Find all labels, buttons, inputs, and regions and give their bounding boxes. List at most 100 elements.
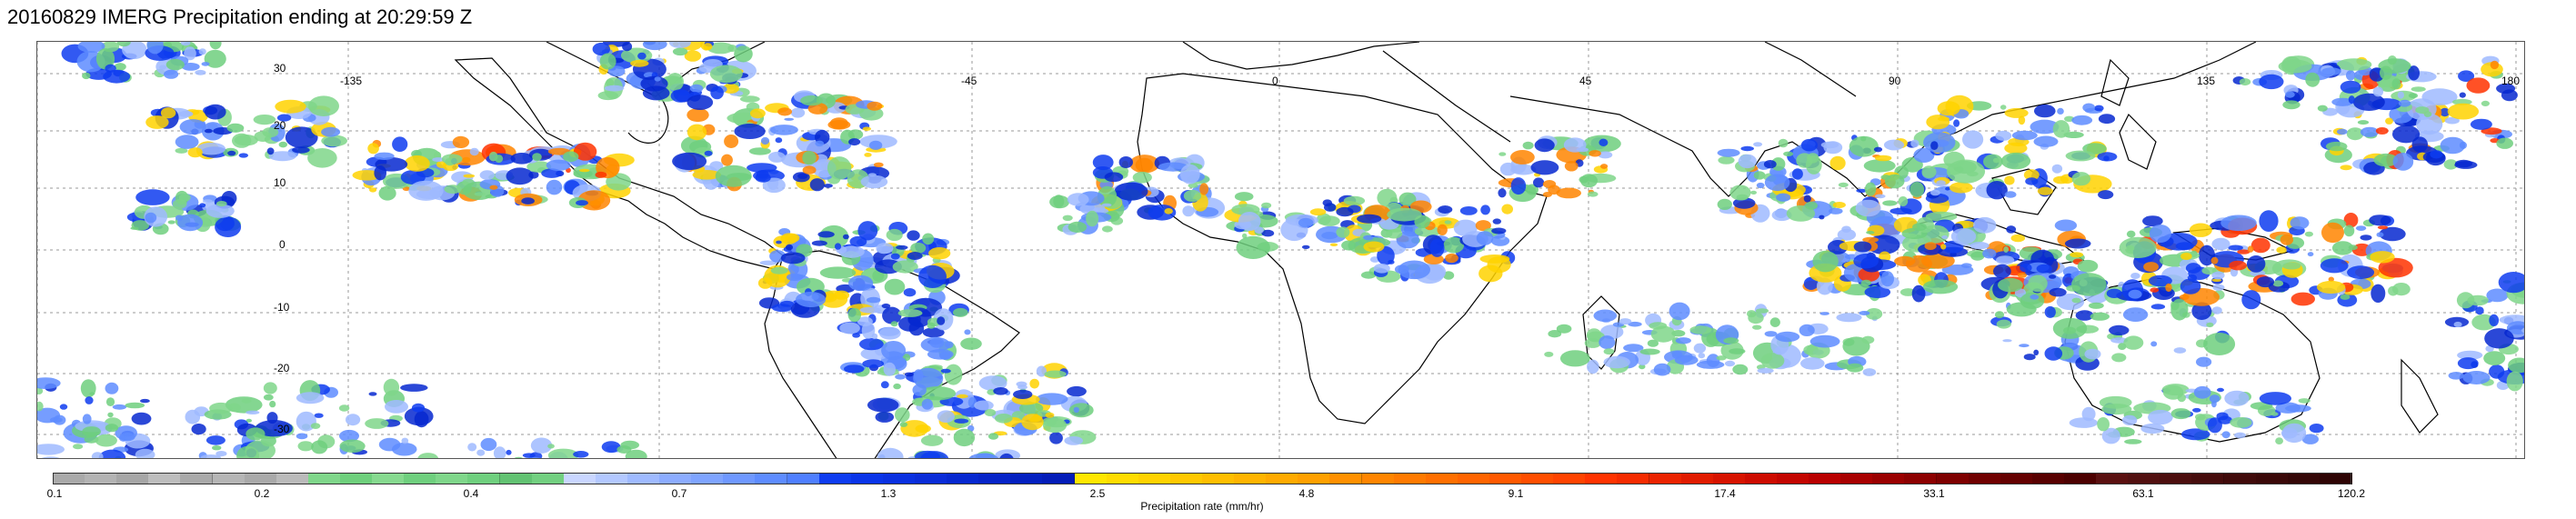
precip-cell [201,62,210,66]
precip-cell [1556,324,1572,334]
coast-philippines [2119,113,2157,170]
precip-cell [195,69,206,75]
precip-cell [2097,152,2118,162]
precip-cell [847,307,861,323]
precip-cell [1261,229,1275,237]
precip-cell [367,143,379,155]
precip-cell [1013,389,1033,399]
precip-cell [1819,215,1825,220]
precip-cell [1930,141,1939,150]
precip-cell [2034,104,2056,118]
precip-cell [780,252,806,264]
precip-cell [1183,189,1201,203]
precip-cell [2216,412,2229,421]
precip-cell [339,439,366,454]
precip-cell [920,434,944,446]
precip-cell [1387,207,1422,222]
precip-cell [823,184,833,188]
precip-cell [85,396,94,404]
precip-cell [1067,193,1089,206]
precip-cell [1104,172,1124,183]
precip-cell [530,437,553,454]
precip-cell [216,451,227,457]
precip-cell [200,454,222,458]
precip-cell [1838,182,1849,188]
precip-cell [2185,263,2201,274]
precip-cell [1559,350,1590,367]
coast-taiwan [2100,58,2130,106]
precip-cell [802,151,817,165]
precip-cell [2444,116,2460,125]
precip-cell [1021,414,1044,431]
precip-cell [105,424,119,433]
precip-cell [1732,364,1749,375]
precip-cell [884,278,906,295]
precip-cell [37,444,65,455]
precip-cell [839,322,860,334]
precip-cell [37,401,44,412]
precip-cell [1873,146,1883,153]
precip-cell [378,185,396,201]
precip-cell [495,155,504,164]
precip-cell [238,153,248,158]
precip-cell [198,48,206,55]
precip-cell [1836,313,1862,323]
precip-cell [307,148,337,168]
precip-cell [2203,333,2236,355]
precip-cell [80,379,96,398]
precip-cell [2377,225,2389,230]
precip-cell [2097,417,2110,432]
precip-cell [1062,215,1073,221]
precip-cell [2122,307,2149,322]
precip-cell [809,178,825,192]
precip-cell [995,414,1013,424]
precip-cell [404,155,430,172]
precip-cell [1775,331,1800,343]
precip-cell [895,407,910,423]
precip-cell [2004,191,2017,198]
precip-cell [848,274,874,292]
precip-cell [2378,257,2413,278]
precip-cell [2124,439,2142,444]
precip-cell [604,85,625,92]
precip-cell [1696,360,1725,369]
precip-cell [2111,353,2127,363]
precip-cell [1799,324,1815,336]
precip-cell [1599,138,1609,146]
precip-cell [175,135,199,149]
precip-cell [780,233,797,245]
precip-cell [241,398,252,404]
precip-cell [1936,180,1946,186]
precip-cell [867,397,899,413]
precip-cell [2408,65,2421,81]
precip-cell [1953,119,1960,127]
precip-cell [1619,318,1632,325]
precip-cell [1800,138,1818,152]
precip-cell [2466,77,2491,94]
precip-cell [796,292,827,307]
colorbar-tick-33-1: 33.1 [1923,487,1945,500]
precip-cell [790,107,806,118]
precip-cell [882,306,902,324]
precip-cell [2448,372,2464,380]
precip-cell [2259,210,2279,233]
precip-cell [2006,225,2017,234]
precip-cell [369,187,377,193]
precip-cell [620,47,653,64]
precip-cell [2010,234,2026,243]
precip-cell [1623,344,1644,353]
precip-cell [103,69,131,84]
precip-cell [414,411,429,428]
precip-cell [246,418,252,423]
precip-cell [861,322,876,339]
precip-cell [107,412,114,418]
precip-cell [408,180,444,201]
precip-cell [2348,245,2358,251]
precip-cell [568,458,590,459]
precip-cell [907,230,920,241]
precip-cell [984,409,997,416]
precip-cell [2180,278,2201,294]
precip-cell [2340,294,2350,300]
precip-cell [1764,174,1790,192]
precip-cell [1429,238,1445,257]
